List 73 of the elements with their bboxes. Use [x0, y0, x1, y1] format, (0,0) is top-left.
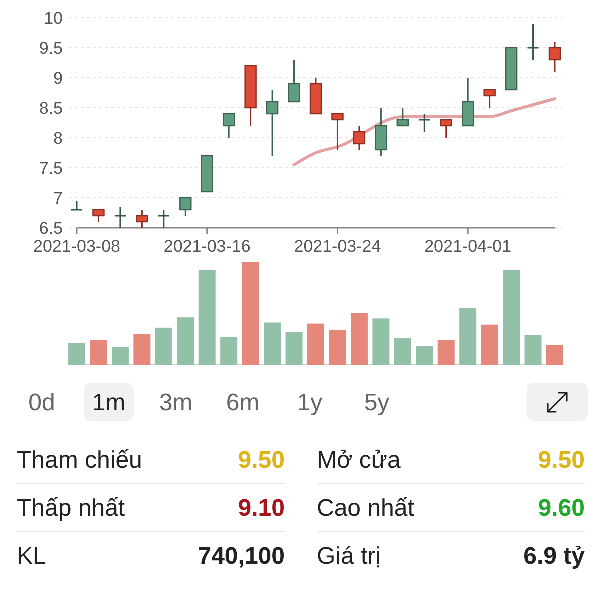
- bar: [112, 347, 129, 365]
- y-tick-label: 8: [54, 128, 63, 148]
- text: 9.60: [538, 495, 585, 522]
- candlestick: [375, 107, 388, 157]
- bar: [90, 340, 108, 365]
- candlestick: [92, 209, 105, 223]
- bar: [460, 308, 477, 365]
- y-tick-label: 9: [54, 68, 63, 88]
- bar: [286, 332, 303, 365]
- bar: [416, 346, 434, 365]
- candlestick: [266, 89, 279, 157]
- bar: [308, 324, 324, 365]
- category-label: Tham chiếu: [17, 447, 142, 474]
- category-label: Thấp nhất: [17, 495, 126, 522]
- candlestick: [462, 77, 474, 127]
- bar: [438, 340, 455, 365]
- candlestick: [484, 89, 496, 109]
- bar: [372, 318, 390, 365]
- bar: [177, 318, 194, 365]
- text: 6m: [226, 389, 260, 416]
- candlestick: [222, 113, 236, 139]
- y-tick-label: 8.5: [39, 98, 63, 118]
- y-tick-label: 7: [54, 188, 63, 208]
- candlestick: [440, 119, 452, 139]
- line-series: [292, 98, 556, 166]
- category-label: Mở cửa: [317, 447, 402, 474]
- y-tick-label: 9.5: [39, 38, 63, 58]
- bar: [524, 335, 542, 365]
- candlestick: [180, 197, 192, 217]
- text: 1m: [92, 389, 126, 416]
- text: 1y: [297, 389, 323, 416]
- bar: [220, 337, 238, 365]
- candlestick: [158, 209, 170, 229]
- category-label: Cao nhất: [317, 495, 415, 522]
- text: 9.50: [238, 447, 285, 474]
- y-tick-label: 6.5: [39, 218, 63, 238]
- y-tick-label: 7.5: [39, 158, 63, 178]
- text: 6.9 tỷ: [524, 543, 585, 570]
- bar: [264, 322, 282, 365]
- text: 3m: [159, 389, 193, 416]
- text: 0d: [28, 389, 56, 416]
- text: 9.10: [238, 495, 285, 522]
- candlestick: [548, 41, 562, 73]
- x-tick-label: 2021-03-16: [164, 237, 251, 256]
- candlestick: [396, 107, 410, 127]
- x-tick-label: 2021-03-24: [294, 237, 382, 256]
- candlestick: [527, 23, 540, 61]
- candlestick: [418, 113, 431, 133]
- bar: [503, 270, 520, 365]
- candlestick: [136, 209, 148, 229]
- candlestick: [332, 113, 344, 151]
- y-tick-label: 10: [44, 8, 63, 28]
- bar: [329, 330, 346, 365]
- bar: [546, 345, 564, 365]
- candlestick: [353, 125, 366, 151]
- bar: [68, 343, 86, 365]
- candlestick: [288, 59, 300, 103]
- text: 740,100: [198, 543, 285, 570]
- bar: [134, 334, 151, 365]
- x-tick-label: 2021-04-01: [424, 237, 512, 256]
- bar: [350, 314, 368, 365]
- bar: [198, 270, 216, 365]
- bar: [155, 328, 172, 365]
- candlestick: [70, 200, 84, 211]
- x-tick-label: 2021-03-08: [34, 237, 120, 256]
- bar: [481, 324, 498, 365]
- candlestick: [114, 206, 127, 229]
- bar: [242, 262, 260, 365]
- text: 9.50: [538, 447, 585, 474]
- category-label: Giá trị: [317, 543, 382, 570]
- bar: [394, 338, 412, 365]
- category-label: KL: [17, 543, 46, 570]
- text: 5y: [364, 389, 390, 416]
